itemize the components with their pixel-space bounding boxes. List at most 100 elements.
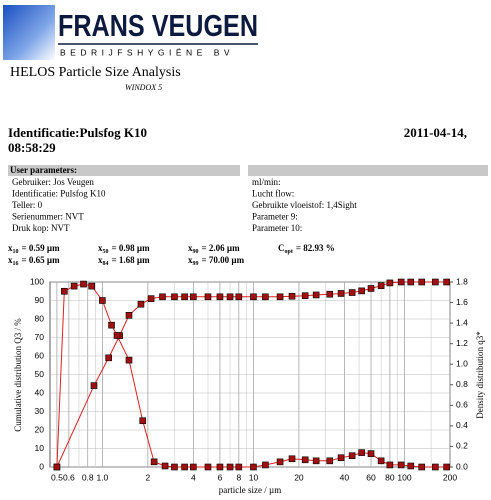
statistic: x99 = 70.00 µm bbox=[188, 255, 245, 267]
data-point bbox=[88, 282, 96, 290]
x-tick-label: 0.5 bbox=[51, 472, 63, 482]
data-point bbox=[171, 463, 178, 471]
stat-value: = 0.65 µm bbox=[22, 255, 61, 265]
data-point bbox=[216, 463, 224, 471]
data-point bbox=[358, 287, 365, 295]
stat-symbol: x bbox=[188, 255, 193, 265]
stat-value: = 2.06 µm bbox=[202, 243, 241, 253]
data-point bbox=[407, 278, 415, 286]
x-tick-label: 0.6 bbox=[63, 472, 75, 482]
x-tick-label: 10 bbox=[249, 472, 259, 482]
y-tick-label: 90 bbox=[35, 295, 45, 305]
data-point bbox=[348, 452, 356, 459]
data-point bbox=[250, 463, 257, 471]
y2-tick-label: 0.6 bbox=[456, 400, 468, 410]
data-point bbox=[235, 463, 243, 471]
data-point bbox=[407, 462, 415, 470]
data-point bbox=[61, 287, 68, 295]
data-point bbox=[367, 450, 375, 457]
stat-symbol: x bbox=[188, 243, 193, 253]
data-point bbox=[159, 293, 166, 301]
y-tick-label: 70 bbox=[35, 332, 45, 342]
y-tick-label: 20 bbox=[35, 424, 45, 434]
identification: Identificatie:Pulsfog K10 bbox=[8, 125, 147, 140]
data-point bbox=[276, 293, 284, 301]
data-point bbox=[262, 461, 269, 469]
date: 2011-04-14, bbox=[404, 125, 467, 140]
data-point bbox=[312, 291, 320, 299]
data-point bbox=[443, 278, 450, 286]
stat-value: = 1.68 µm bbox=[112, 255, 151, 265]
data-point bbox=[113, 332, 121, 339]
statistic: x16 = 0.65 µm bbox=[8, 255, 60, 267]
stat-value: = 70.00 µm bbox=[202, 255, 245, 265]
data-point bbox=[53, 463, 61, 471]
statistic: x50 = 0.98 µm bbox=[98, 243, 150, 255]
data-point bbox=[397, 278, 405, 286]
statistic: x84 = 1.68 µm bbox=[98, 255, 150, 267]
section-heading: User parameters: bbox=[10, 165, 77, 175]
data-point bbox=[432, 463, 439, 471]
logo-subtitle: BEDRIJFSHYGIËNE BV bbox=[60, 47, 234, 57]
stat-symbol: x bbox=[8, 243, 13, 253]
parameter: Parameter 9: bbox=[252, 212, 298, 222]
data-point bbox=[171, 293, 178, 301]
data-point bbox=[204, 293, 212, 301]
data-point bbox=[204, 463, 212, 471]
data-point bbox=[348, 289, 356, 296]
x-tick-label: 0.8 bbox=[82, 472, 94, 482]
stat-subscript: 50 bbox=[103, 249, 109, 255]
x-tick-label: 1.0 bbox=[96, 472, 108, 482]
data-point bbox=[386, 279, 394, 287]
x-tick-label: 40 bbox=[340, 472, 350, 482]
x-tick-label: 60 bbox=[366, 472, 376, 482]
statistic: x10 = 0.59 µm bbox=[8, 243, 60, 255]
x-axis-label: particle size / µm bbox=[219, 485, 281, 495]
data-point bbox=[337, 290, 345, 297]
data-point bbox=[161, 462, 169, 470]
data-point bbox=[301, 456, 309, 464]
y2-tick-label: 1.4 bbox=[456, 317, 468, 327]
data-point bbox=[190, 293, 197, 301]
parameter: Lucht flow: bbox=[252, 189, 294, 199]
stat-subscript: 90 bbox=[193, 249, 199, 255]
data-point bbox=[432, 278, 439, 286]
stat-value: = 82.93 % bbox=[296, 243, 335, 253]
stat-value: = 0.98 µm bbox=[112, 243, 151, 253]
stat-symbol: x bbox=[98, 243, 103, 253]
y-tick-label: 0 bbox=[39, 461, 44, 471]
stat-subscript: 99 bbox=[193, 261, 199, 267]
stat-symbol: x bbox=[98, 255, 103, 265]
data-point bbox=[312, 457, 320, 465]
y2-tick-label: 0.2 bbox=[456, 441, 468, 451]
stat-subscript: 10 bbox=[13, 249, 19, 255]
data-point bbox=[99, 297, 106, 304]
data-point bbox=[397, 461, 405, 469]
stat-symbol: x bbox=[8, 255, 13, 265]
y2-tick-label: 0.4 bbox=[456, 420, 468, 430]
data-point bbox=[288, 455, 296, 463]
data-point bbox=[386, 461, 394, 469]
parameter: ml/min: bbox=[252, 177, 281, 187]
x-tick-label: 2 bbox=[145, 472, 150, 482]
data-point bbox=[235, 293, 243, 301]
y2-tick-label: 1.8 bbox=[456, 276, 468, 286]
report-title: HELOS Particle Size Analysis bbox=[10, 65, 181, 80]
section-bar bbox=[248, 165, 488, 176]
y-tick-label: 80 bbox=[35, 313, 45, 323]
parameter: Gebruiker: Jos Veugen bbox=[12, 177, 94, 187]
stat-subscript: opt bbox=[285, 249, 293, 255]
parameter: Identificatie: Pulsfog K10 bbox=[12, 189, 106, 199]
data-point bbox=[377, 457, 385, 465]
parameter: Parameter 10: bbox=[252, 223, 302, 233]
data-point bbox=[181, 293, 188, 301]
data-point bbox=[181, 463, 188, 471]
data-point bbox=[326, 290, 334, 298]
y-tick-label: 40 bbox=[35, 387, 45, 397]
data-point bbox=[125, 311, 133, 319]
y-axis-label: Cumulative distribution Q3 / % bbox=[13, 318, 23, 432]
y2-tick-label: 1.0 bbox=[456, 358, 468, 368]
y-tick-label: 50 bbox=[35, 369, 45, 379]
data-point bbox=[216, 293, 224, 301]
data-point bbox=[190, 463, 197, 471]
